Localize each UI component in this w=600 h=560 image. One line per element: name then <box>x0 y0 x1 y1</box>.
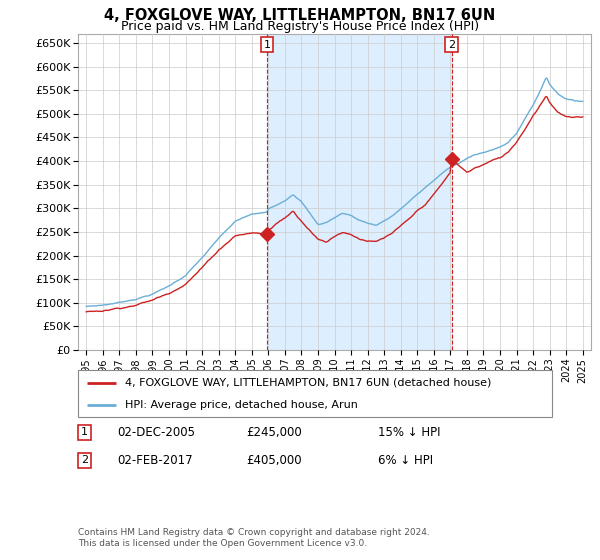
Text: £405,000: £405,000 <box>246 454 302 467</box>
Text: 02-FEB-2017: 02-FEB-2017 <box>117 454 193 467</box>
Text: 02-DEC-2005: 02-DEC-2005 <box>117 426 195 439</box>
Text: 1: 1 <box>263 40 271 50</box>
Text: 6% ↓ HPI: 6% ↓ HPI <box>378 454 433 467</box>
Text: HPI: Average price, detached house, Arun: HPI: Average price, detached house, Arun <box>125 400 358 410</box>
Text: 4, FOXGLOVE WAY, LITTLEHAMPTON, BN17 6UN (detached house): 4, FOXGLOVE WAY, LITTLEHAMPTON, BN17 6UN… <box>125 378 492 388</box>
Text: Contains HM Land Registry data © Crown copyright and database right 2024.
This d: Contains HM Land Registry data © Crown c… <box>78 528 430 548</box>
Text: £245,000: £245,000 <box>246 426 302 439</box>
Bar <box>267 34 452 350</box>
Text: 2: 2 <box>81 455 88 465</box>
Text: 1: 1 <box>81 427 88 437</box>
Text: Price paid vs. HM Land Registry's House Price Index (HPI): Price paid vs. HM Land Registry's House … <box>121 20 479 32</box>
Text: 15% ↓ HPI: 15% ↓ HPI <box>378 426 440 439</box>
FancyBboxPatch shape <box>78 370 552 417</box>
Text: 2: 2 <box>448 40 455 50</box>
Text: 4, FOXGLOVE WAY, LITTLEHAMPTON, BN17 6UN: 4, FOXGLOVE WAY, LITTLEHAMPTON, BN17 6UN <box>104 8 496 24</box>
